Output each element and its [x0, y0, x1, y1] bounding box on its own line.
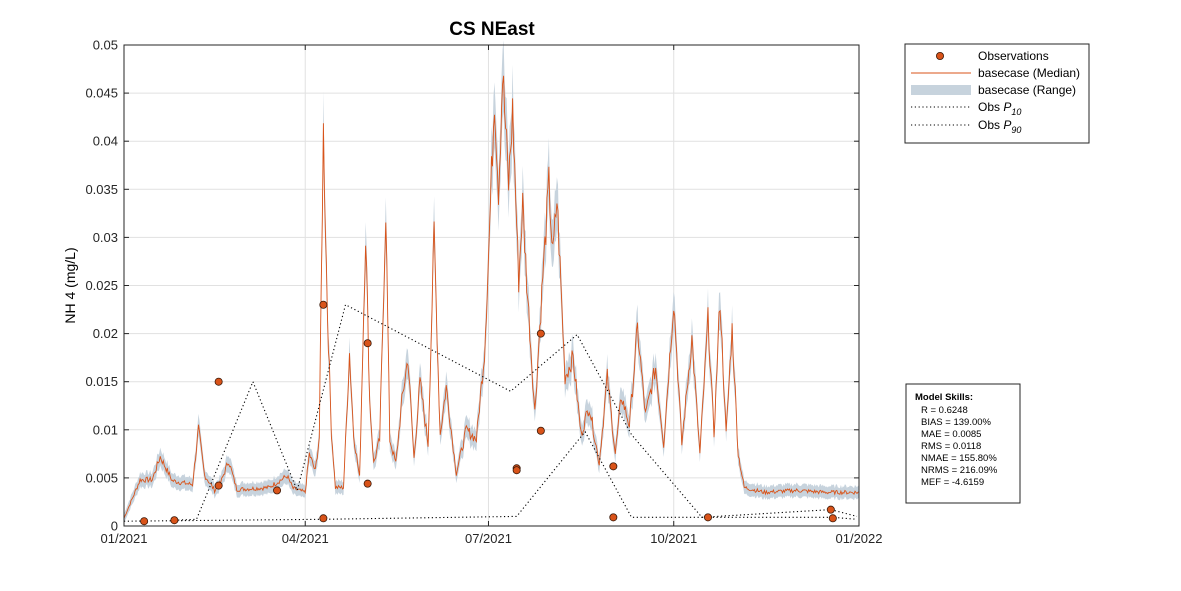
legend-band — [911, 85, 971, 95]
x-tick-label: 04/2021 — [282, 531, 329, 546]
observation-point — [319, 300, 328, 309]
x-tick-label: 01/2022 — [836, 531, 883, 546]
y-tick-label: 0.035 — [85, 182, 118, 197]
legend-marker — [936, 52, 945, 61]
skills-line: BIAS = 139.00% — [921, 417, 992, 428]
skills-line: R = 0.6248 — [921, 405, 968, 416]
observation-point — [363, 339, 372, 348]
x-tick-label: 10/2021 — [650, 531, 697, 546]
observation-point — [828, 514, 837, 523]
observation-point — [512, 466, 521, 475]
observation-point — [273, 486, 282, 495]
observation-point — [170, 516, 179, 525]
observations — [140, 300, 837, 526]
x-axis: 01/2021 04/2021 07/2021 10/2021 01/2022 — [101, 45, 883, 546]
observation-point — [363, 479, 372, 488]
observation-point — [536, 426, 545, 435]
observation-point — [214, 481, 223, 490]
x-tick-label: 01/2021 — [101, 531, 148, 546]
legend-label: Obs P90 — [978, 118, 1021, 135]
y-tick-label: 0.045 — [85, 86, 118, 101]
observation-point — [609, 513, 618, 522]
observation-point — [536, 329, 545, 338]
x-tick-label: 07/2021 — [465, 531, 512, 546]
y-tick-label: 0.03 — [93, 230, 118, 245]
legend-label: basecase (Range) — [978, 83, 1076, 97]
skills-line: MAE = 0.0085 — [921, 429, 981, 440]
skills-line: NMAE = 155.80% — [921, 453, 997, 464]
legend-label: basecase (Median) — [978, 66, 1080, 80]
y-tick-label: 0.04 — [93, 134, 118, 149]
y-tick-label: 0.02 — [93, 326, 118, 341]
observation-point — [609, 462, 618, 471]
legend-label: Observations — [978, 49, 1049, 63]
y-tick-label: 0.01 — [93, 422, 118, 437]
legend-item: basecase (Range) — [911, 83, 1076, 97]
y-axis: 0 0.005 0.01 0.015 0.02 0.025 0.03 0.035 0.04 0.0… — [85, 38, 859, 534]
legend-item: Obs P90 — [911, 118, 1021, 135]
legend-item: Observations — [936, 49, 1049, 63]
observation-point — [826, 505, 835, 514]
observation-point — [214, 377, 223, 386]
y-axis-label: NH 4 (mg/L) — [62, 247, 78, 323]
y-tick-label: 0.025 — [85, 278, 118, 293]
skills-line: RMS = 0.0118 — [921, 441, 981, 452]
skills-line: NRMS = 216.09% — [921, 465, 998, 476]
skills-line: MEF = -4.6159 — [921, 477, 984, 488]
legend-item: Obs P10 — [911, 100, 1021, 117]
obs-p90-line — [174, 303, 858, 521]
observation-point — [140, 517, 149, 526]
plot-area: 0 0.005 0.01 0.015 0.02 0.025 0.03 0.035 0.04 0.0… — [62, 38, 883, 547]
legend-item: basecase (Median) — [911, 66, 1080, 80]
observation-point — [319, 514, 328, 523]
median-line — [123, 75, 860, 519]
chart-title: CS NEast — [449, 19, 535, 40]
y-tick-label: 0 — [111, 519, 118, 534]
range-band — [124, 40, 859, 523]
observation-point — [703, 513, 712, 522]
y-tick-label: 0.005 — [85, 470, 118, 485]
skills-border — [905, 383, 1021, 504]
legend: Observations basecase (Median) basecase (R… — [904, 43, 1090, 144]
skills-heading: Model Skills: — [915, 392, 973, 403]
legend-label: Obs P10 — [978, 100, 1021, 117]
y-tick-label: 0.015 — [85, 374, 118, 389]
y-tick-label: 0.05 — [93, 38, 118, 53]
